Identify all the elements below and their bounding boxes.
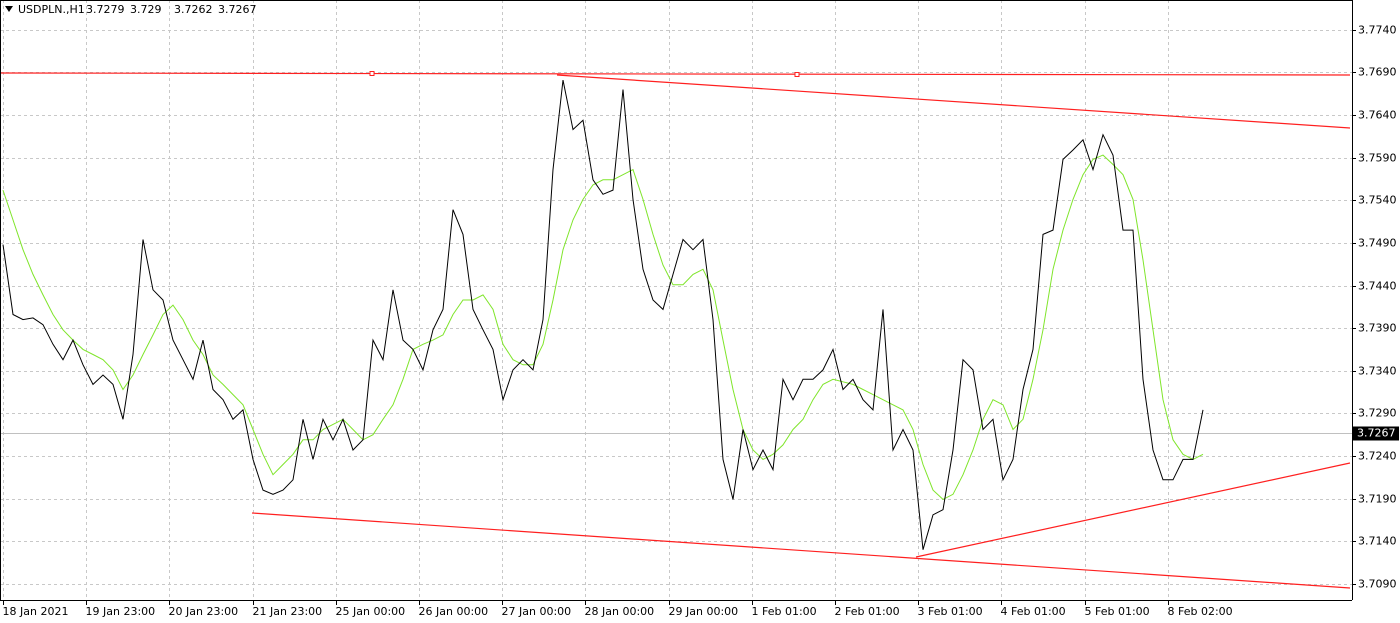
x-tick-label: 20 Jan 23:00 — [169, 605, 239, 618]
y-tick-label: 3.7640 — [1358, 109, 1397, 122]
y-tick-label: 3.7240 — [1358, 450, 1397, 463]
trend-line — [0, 72, 1351, 76]
trend-lines — [0, 71, 1351, 589]
series-line — [2, 80, 1204, 550]
y-tick-label: 3.7090 — [1358, 578, 1397, 591]
x-tick-label: 29 Jan 00:00 — [669, 605, 739, 618]
trend-line — [251, 512, 1351, 589]
y-tick-label: 3.7740 — [1358, 24, 1397, 37]
y-tick-label: 3.7590 — [1358, 152, 1397, 165]
close: 3.7267 — [218, 3, 257, 16]
high: 3.729 — [130, 3, 162, 16]
x-tick-label: 2 Feb 01:00 — [835, 605, 900, 618]
grid-layer — [0, 0, 1352, 600]
y-tick-label: 3.7140 — [1358, 535, 1397, 548]
y-tick-label: 3.7190 — [1358, 493, 1397, 506]
x-tick-label: 18 Jan 2021 — [3, 605, 69, 618]
y-tick-label: 3.7340 — [1358, 365, 1397, 378]
low: 3.7262 — [174, 3, 213, 16]
symbol: USDPLN.,H1 — [18, 3, 85, 16]
trend-line — [556, 74, 1351, 129]
y-tick-label: 3.7540 — [1358, 194, 1397, 207]
x-tick-label: 26 Jan 00:00 — [419, 605, 489, 618]
anchor-point — [369, 71, 375, 76]
y-tick-label: 3.7440 — [1358, 280, 1397, 293]
anchor-point — [794, 72, 800, 77]
x-tick-label: 27 Jan 00:00 — [502, 605, 572, 618]
x-tick-label: 5 Feb 01:00 — [1085, 605, 1150, 618]
x-tick-label: 19 Jan 23:00 — [86, 605, 156, 618]
open: 3.7279 — [86, 3, 125, 16]
x-tick-label: 21 Jan 23:00 — [253, 605, 323, 618]
y-tick-label: 3.7290 — [1358, 407, 1397, 420]
x-tick-label: 1 Feb 01:00 — [752, 605, 817, 618]
menu-arrow[interactable] — [5, 6, 13, 12]
x-tick-label: 4 Feb 01:00 — [1001, 605, 1066, 618]
y-tick-label: 3.7390 — [1358, 322, 1397, 335]
x-tick-label: 25 Jan 00:00 — [336, 605, 406, 618]
x-tick-label: 28 Jan 00:00 — [585, 605, 655, 618]
last-price-box — [1353, 426, 1399, 441]
last-price-label: 3.7267 — [1357, 427, 1396, 440]
data-layer — [2, 80, 1204, 550]
y-tick-label: 3.7490 — [1358, 237, 1397, 250]
trend-line — [915, 462, 1351, 558]
x-tick-label: 8 Feb 02:00 — [1168, 605, 1233, 618]
y-tick-label: 3.7690 — [1358, 66, 1397, 79]
x-tick-label: 3 Feb 01:00 — [918, 605, 983, 618]
series-line — [2, 154, 1204, 501]
